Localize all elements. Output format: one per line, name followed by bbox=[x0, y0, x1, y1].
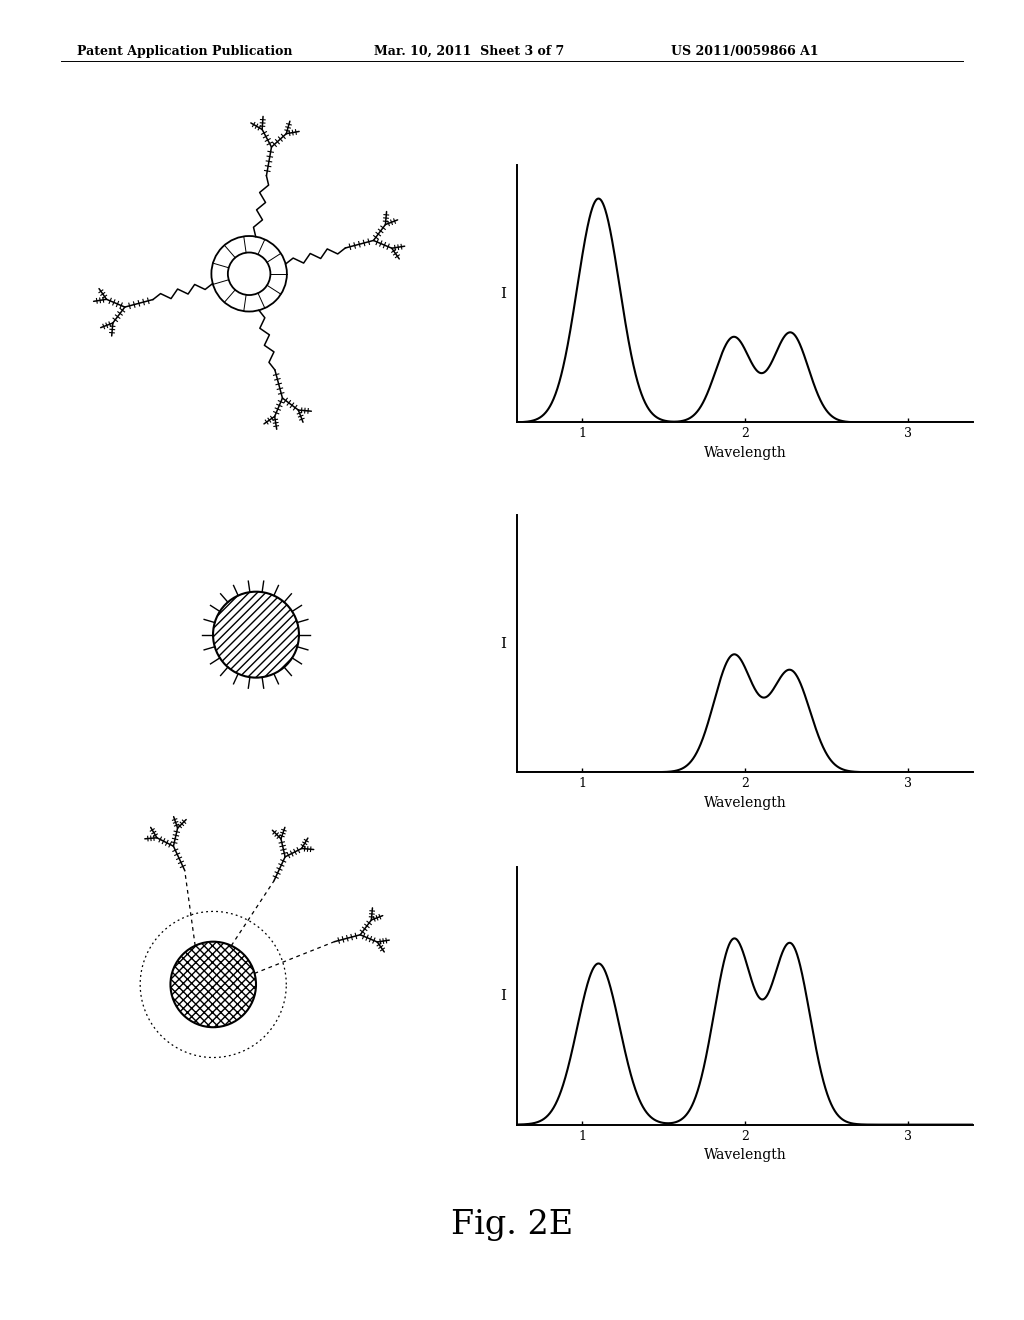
Text: US 2011/0059866 A1: US 2011/0059866 A1 bbox=[671, 45, 818, 58]
Y-axis label: I: I bbox=[501, 636, 506, 651]
X-axis label: Wavelength: Wavelength bbox=[703, 796, 786, 809]
Y-axis label: I: I bbox=[501, 989, 506, 1003]
Text: Fig. 2E: Fig. 2E bbox=[451, 1209, 573, 1241]
Text: Mar. 10, 2011  Sheet 3 of 7: Mar. 10, 2011 Sheet 3 of 7 bbox=[374, 45, 564, 58]
X-axis label: Wavelength: Wavelength bbox=[703, 1148, 786, 1162]
Circle shape bbox=[213, 591, 299, 677]
X-axis label: Wavelength: Wavelength bbox=[703, 446, 786, 459]
Circle shape bbox=[170, 941, 256, 1027]
Y-axis label: I: I bbox=[501, 286, 506, 301]
Text: Patent Application Publication: Patent Application Publication bbox=[77, 45, 292, 58]
